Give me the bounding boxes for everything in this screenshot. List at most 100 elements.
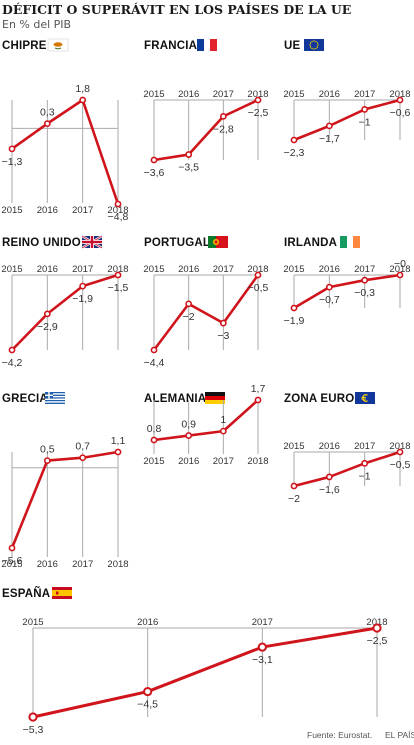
data-label: −4,4 <box>144 357 165 369</box>
year-label: 2016 <box>319 89 340 100</box>
data-label: 1,1 <box>111 435 126 447</box>
year-label: 2016 <box>178 456 199 467</box>
panel-chipre: CHIPRE 2015 2016 2017 2018 −1,3 0,3 1,8 −4,8 <box>1 38 129 223</box>
country-name: UE <box>284 40 301 52</box>
data-point <box>254 271 262 279</box>
year-label: 2018 <box>107 559 128 570</box>
data-label: −1,5 <box>108 282 129 294</box>
data-label: −3,5 <box>178 162 199 174</box>
data-point <box>114 271 122 279</box>
data-point <box>185 432 193 439</box>
data-label: −2 <box>288 493 300 505</box>
data-label: −2,5 <box>248 107 269 119</box>
eu-flag <box>304 39 324 51</box>
data-point <box>290 304 298 312</box>
year-label: 2017 <box>354 89 375 100</box>
data-label: 1,8 <box>75 83 90 95</box>
data-label: 0,5 <box>40 444 55 456</box>
data-label: 1,7 <box>251 383 266 395</box>
data-point <box>372 623 382 633</box>
data-label: −4,5 <box>137 699 158 711</box>
data-point <box>219 319 227 327</box>
year-label: 2016 <box>37 205 58 216</box>
year-label: 2017 <box>354 264 375 275</box>
data-point <box>254 396 262 404</box>
data-label: −1 <box>359 116 371 128</box>
country-name: FRANCIA <box>144 40 197 52</box>
year-label: 2015 <box>143 456 164 467</box>
data-point <box>79 282 87 290</box>
data-label: −3 <box>217 330 229 342</box>
country-name: CHIPRE <box>2 40 47 52</box>
panel-francia: FRANCIA 2015 2016 2017 2018 −3,6 −3,5 −2,8 −2,5 <box>143 39 269 179</box>
data-label: −2,5 <box>367 635 388 647</box>
panel-irlanda: IRLANDA 2015 2016 2017 2018 −1,9 −0,7 −0,3 −0 <box>283 236 411 327</box>
data-point <box>43 310 51 318</box>
data-point <box>150 156 158 164</box>
year-label: 2016 <box>319 441 340 452</box>
data-point <box>361 459 369 467</box>
year-label: 2017 <box>72 559 93 570</box>
data-point <box>254 96 262 104</box>
year-label: 2018 <box>389 89 410 100</box>
country-name: GRECIA <box>2 393 48 405</box>
series-line <box>292 450 402 488</box>
data-point <box>325 473 333 481</box>
data-point <box>43 120 51 128</box>
cyprus-flag <box>47 38 69 52</box>
year-label: 2015 <box>22 617 43 628</box>
data-label: −1,9 <box>284 315 305 327</box>
year-label: 2016 <box>178 264 199 275</box>
series-line <box>152 398 260 442</box>
france-flag <box>197 39 217 51</box>
data-point <box>79 96 87 104</box>
data-point <box>219 427 227 435</box>
data-point <box>8 145 16 153</box>
data-point <box>396 96 404 104</box>
year-label: 2017 <box>213 456 234 467</box>
panel-alemania: ALEMANIA 2015 2016 2017 2018 0,8 0,9 1 1,7 <box>143 383 268 467</box>
data-label: −2,8 <box>213 123 234 135</box>
data-point <box>79 454 87 462</box>
ireland-flag <box>340 236 360 248</box>
year-label: 2017 <box>213 264 234 275</box>
data-point <box>396 448 404 456</box>
data-label: 0,9 <box>181 419 196 431</box>
data-point <box>325 122 333 130</box>
data-point <box>257 642 267 652</box>
year-label: 2015 <box>1 264 22 275</box>
source-note: Fuente: Eurostat. <box>307 730 372 740</box>
year-label: 2017 <box>213 89 234 100</box>
data-label: −0,5 <box>248 282 269 294</box>
data-point <box>219 112 227 120</box>
germany-flag <box>205 392 225 404</box>
data-label: −3,6 <box>144 167 165 179</box>
year-label: 2015 <box>283 89 304 100</box>
publisher-label: EL PAÍS <box>385 730 414 740</box>
data-label: −2,3 <box>284 147 305 159</box>
data-label: 0,7 <box>75 441 90 453</box>
panel-grecia: GRECIA 2015 2016 2017 2018 −5,6 0,5 0,7 1,1 <box>1 392 129 570</box>
year-label: 2018 <box>389 441 410 452</box>
data-point <box>361 106 369 113</box>
series-line <box>31 626 379 719</box>
year-label: 2018 <box>366 617 387 628</box>
data-label: 1 <box>220 414 226 426</box>
data-point <box>43 457 51 464</box>
series-line <box>10 450 120 550</box>
greece-flag <box>45 392 65 404</box>
year-label: 2018 <box>247 89 268 100</box>
data-point <box>114 448 122 456</box>
data-label: −4,2 <box>2 357 23 369</box>
data-point <box>28 712 38 722</box>
euro-flag <box>355 392 375 404</box>
year-label: 2018 <box>247 264 268 275</box>
data-label: 0,8 <box>147 423 162 435</box>
year-label: 2015 <box>1 205 22 216</box>
data-label: −2 <box>183 311 195 323</box>
uk-flag <box>81 234 103 250</box>
data-label: −4,8 <box>108 211 129 223</box>
year-label: 2015 <box>143 264 164 275</box>
country-name: PORTUGAL <box>144 237 210 249</box>
